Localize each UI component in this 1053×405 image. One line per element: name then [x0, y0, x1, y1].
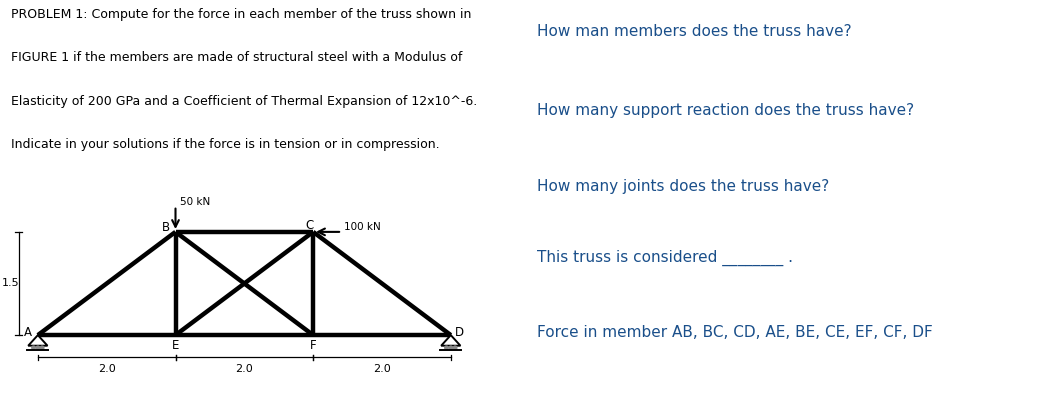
Text: PROBLEM 1: Compute for the force in each member of the truss shown in: PROBLEM 1: Compute for the force in each… — [11, 8, 471, 21]
Text: E: E — [172, 339, 179, 352]
Text: 1.5: 1.5 — [1, 279, 19, 288]
Circle shape — [32, 346, 35, 350]
Text: How many joints does the truss have?: How many joints does the truss have? — [537, 179, 830, 194]
Text: Elasticity of 200 GPa and a Coefficient of Thermal Expansion of 12x10^-6.: Elasticity of 200 GPa and a Coefficient … — [11, 95, 477, 108]
Text: Indicate in your solutions if the force is in tension or in compression.: Indicate in your solutions if the force … — [11, 138, 439, 151]
Circle shape — [36, 346, 40, 350]
Text: 2.0: 2.0 — [373, 364, 391, 374]
Text: F: F — [310, 339, 317, 352]
Text: How man members does the truss have?: How man members does the truss have? — [537, 24, 852, 39]
Text: C: C — [305, 219, 313, 232]
Circle shape — [454, 346, 457, 350]
Text: 2.0: 2.0 — [236, 364, 253, 374]
Text: 50 kN: 50 kN — [180, 196, 210, 207]
Text: 2.0: 2.0 — [98, 364, 116, 374]
Text: Force in member AB, BC, CD, AE, BE, CE, EF, CF, DF: Force in member AB, BC, CD, AE, BE, CE, … — [537, 326, 933, 341]
Text: How many support reaction does the truss have?: How many support reaction does the truss… — [537, 103, 914, 118]
Polygon shape — [28, 335, 47, 346]
Text: 100 kN: 100 kN — [344, 222, 381, 232]
Circle shape — [444, 346, 449, 350]
Text: D: D — [455, 326, 463, 339]
Text: B: B — [162, 221, 170, 234]
Polygon shape — [441, 335, 460, 346]
Text: This truss is considered ________ .: This truss is considered ________ . — [537, 250, 793, 266]
Circle shape — [449, 346, 453, 350]
Circle shape — [40, 346, 44, 350]
Text: FIGURE 1 if the members are made of structural steel with a Modulus of: FIGURE 1 if the members are made of stru… — [11, 51, 462, 64]
Text: A: A — [24, 326, 33, 339]
